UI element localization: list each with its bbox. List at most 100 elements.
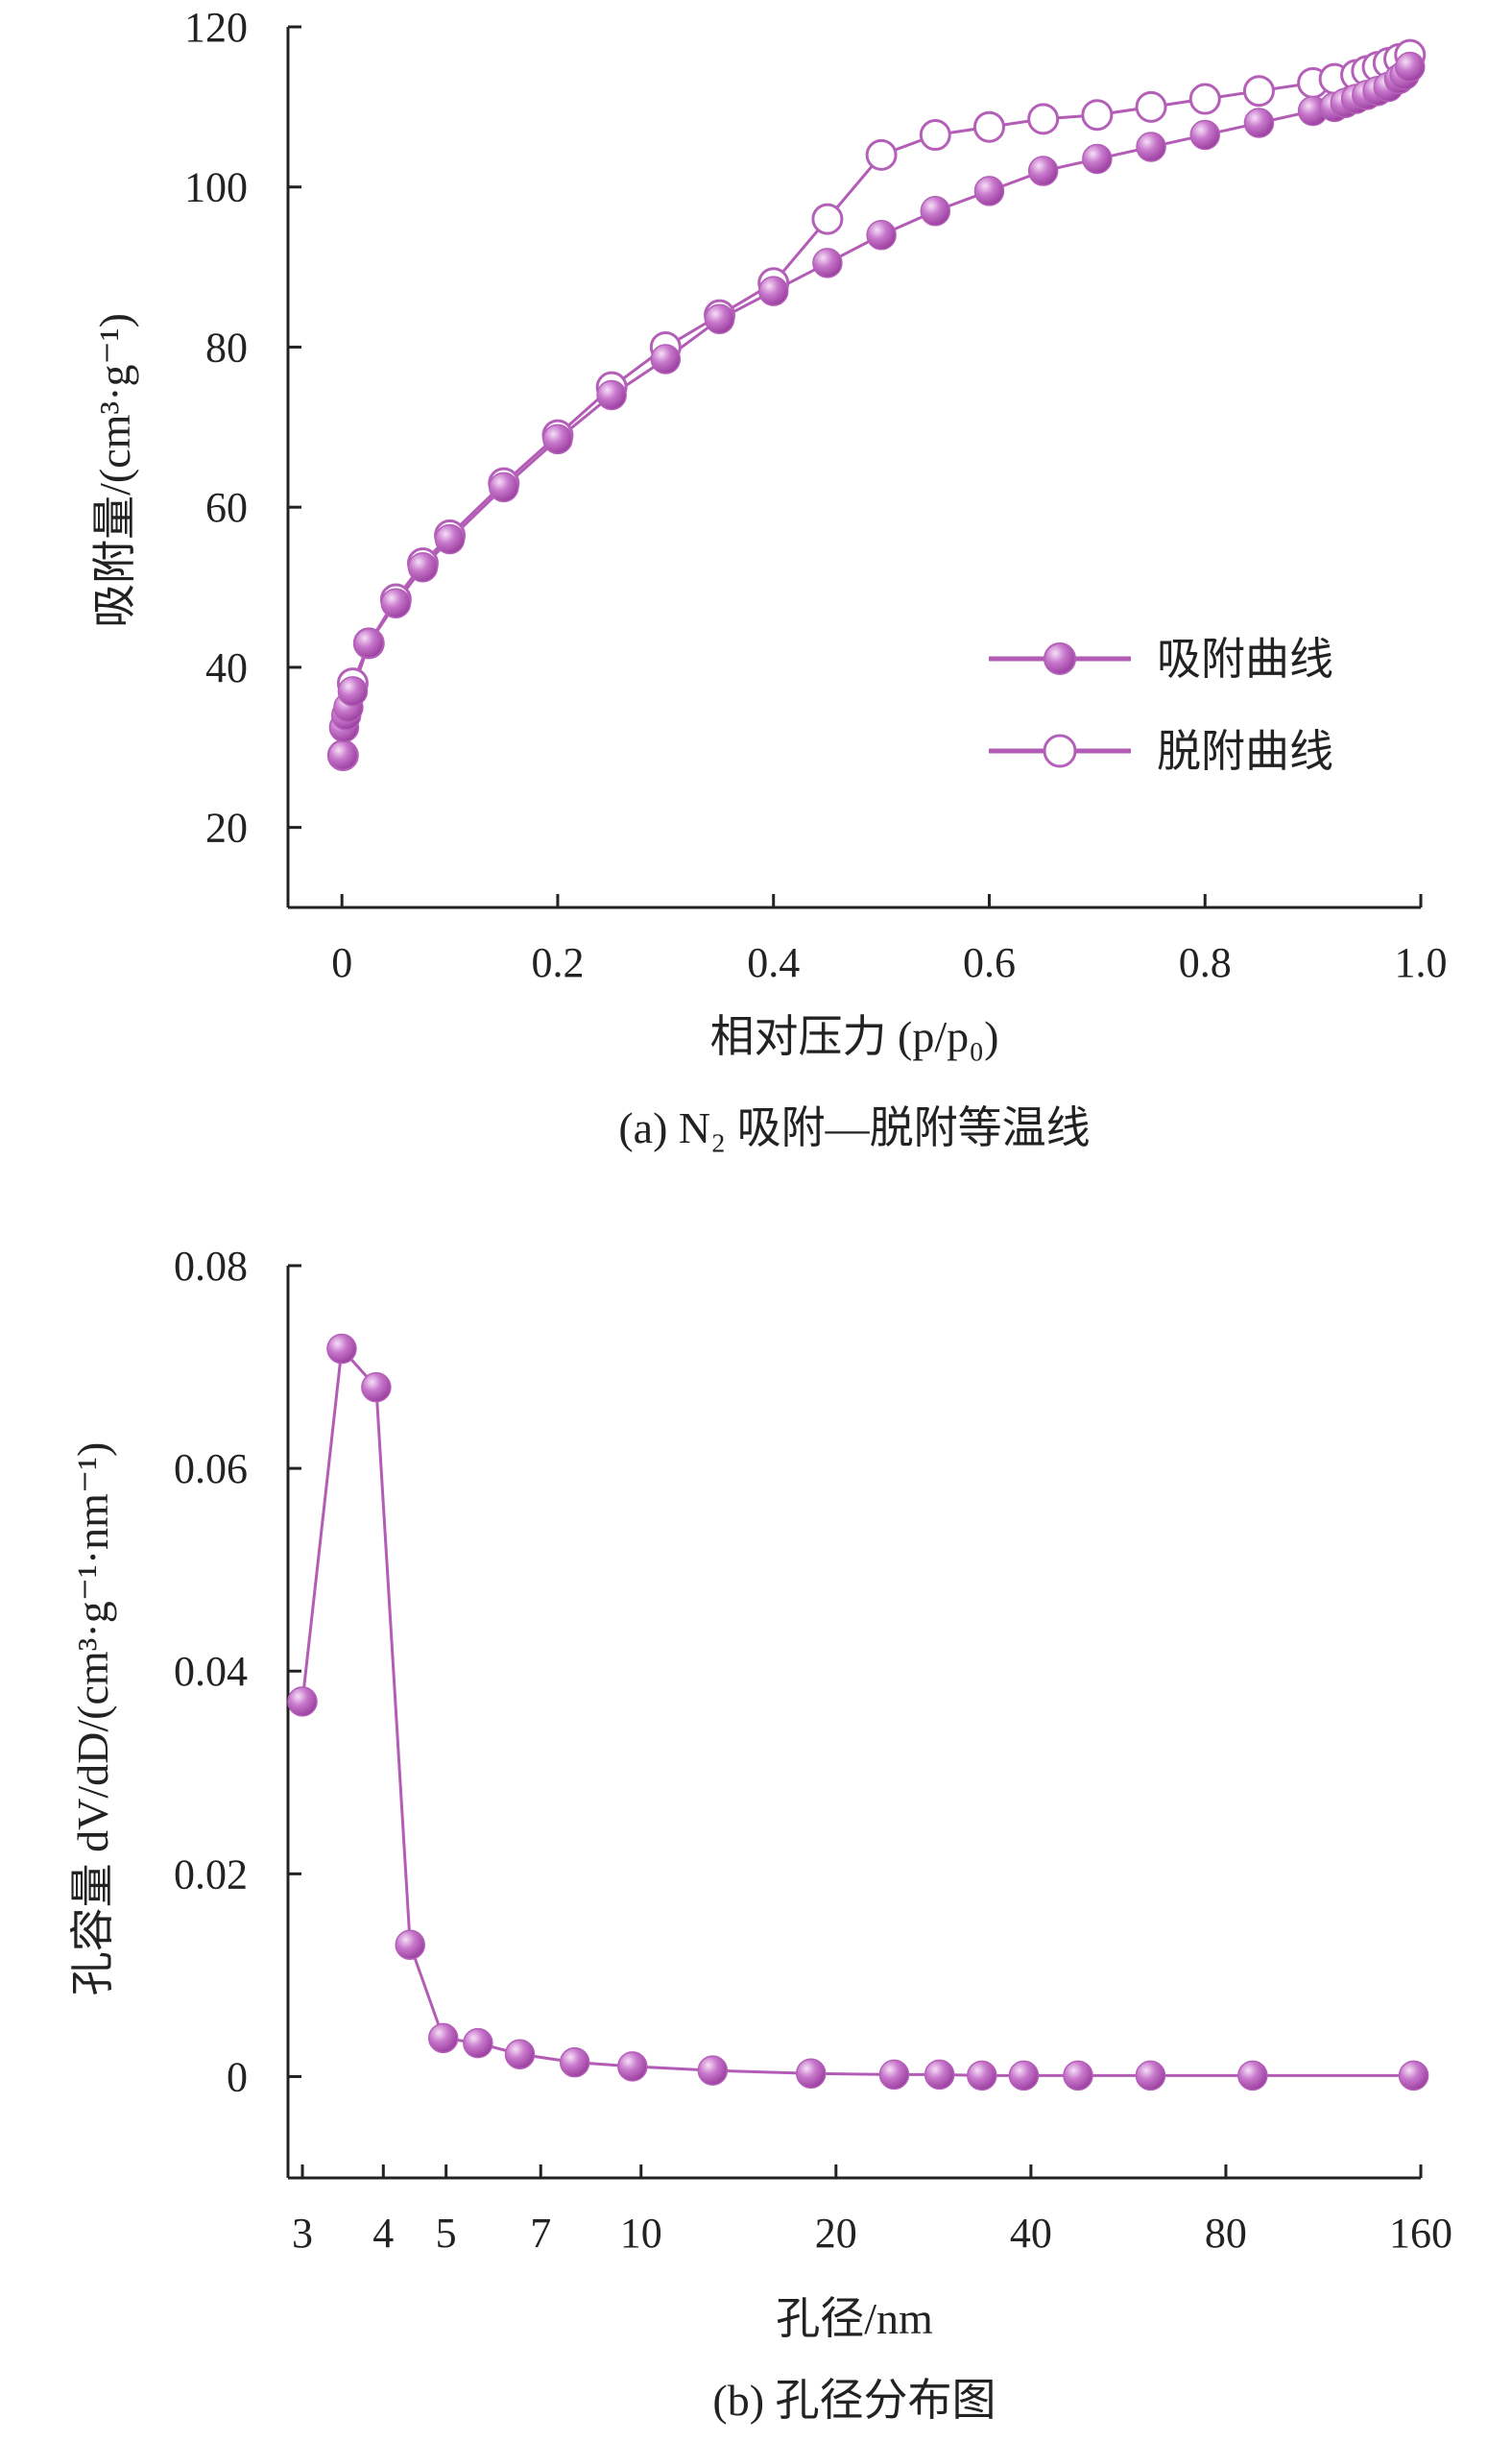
pore-size-xtick-label: 10 <box>620 2210 662 2257</box>
adsorption-point <box>1189 119 1220 151</box>
desorption-point <box>1242 75 1275 108</box>
pore-size-point <box>697 2055 729 2086</box>
pore-size-ytick-label: 0 <box>227 2053 248 2100</box>
isotherm-xtick-label: 1.0 <box>1395 939 1448 986</box>
pore-size-xtick-label: 7 <box>530 2210 551 2257</box>
desorption-point <box>1027 103 1060 135</box>
isotherm-x-axis-label: 相对压力 (p/p₀) <box>710 1012 999 1061</box>
isotherm-ytick-label: 100 <box>184 164 248 211</box>
isotherm-ytick-label: 80 <box>205 324 248 371</box>
desorption-point <box>1135 90 1167 123</box>
pore-size-series-lines <box>300 1345 1414 2077</box>
pore-size-point <box>361 1371 392 1403</box>
adsorption-point <box>1136 132 1166 162</box>
adsorption-point <box>434 523 466 555</box>
desorption-point <box>811 203 844 235</box>
pore-size-tick-labels: 3 4 5 7 10 20 40 80 160 0 0.02 0.04 0.06… <box>174 1243 1452 2257</box>
pore-size-y-axis-label: 孔容量 dV/dD/(cm³·g⁻¹·nm⁻¹) <box>68 1442 117 1996</box>
pore-size-curve <box>300 1345 1414 2077</box>
pore-size-point <box>924 2059 955 2091</box>
pore-size-point <box>395 1929 425 1960</box>
isotherm-xtick-label: 0 <box>331 939 352 986</box>
adsorption-point <box>757 276 789 306</box>
legend-adsorption-marker <box>1044 642 1076 675</box>
pore-size-point <box>463 2027 493 2059</box>
pore-size-xtick-label: 160 <box>1389 2210 1452 2257</box>
isotherm-ytick-label: 60 <box>205 484 248 531</box>
legend-desorption-marker <box>1043 734 1077 768</box>
pore-size-points <box>287 1333 1429 2091</box>
adsorption-point <box>353 628 385 659</box>
pore-size-ticks <box>288 1264 1423 2178</box>
isotherm-legend: 吸附曲线 脱附曲线 <box>989 635 1333 776</box>
adsorption-point <box>1243 108 1275 138</box>
isotherm-ytick-label: 20 <box>205 805 248 852</box>
pore-size-point <box>1008 2060 1040 2091</box>
adsorption-point <box>973 176 1005 206</box>
pore-size-caption: (b) 孔径分布图 <box>712 2376 996 2425</box>
pore-size-xtick-label: 20 <box>815 2210 857 2257</box>
isotherm-y-axis-label: 吸附量/(cm³·g⁻¹) <box>90 313 139 628</box>
pore-size-x-axis-label: 孔径/nm <box>776 2294 933 2343</box>
pore-size-ytick-label: 0.04 <box>174 1648 248 1695</box>
pore-size-axes <box>286 1266 1421 2180</box>
pore-size-xtick-label: 80 <box>1205 2210 1247 2257</box>
adsorption-point <box>489 471 519 503</box>
adsorption-point <box>327 739 359 771</box>
pore-size-point <box>1398 2060 1429 2091</box>
desorption-point <box>1188 83 1221 115</box>
desorption-point <box>972 110 1005 143</box>
pore-size-point <box>1237 2060 1268 2091</box>
pore-size-point <box>878 2059 910 2091</box>
pore-size-point <box>504 2039 536 2069</box>
isotherm-ticks <box>288 25 1423 907</box>
desorption-point <box>1081 99 1114 132</box>
pore-size-xtick-label: 3 <box>292 2210 313 2257</box>
pore-size-point <box>1063 2060 1093 2091</box>
adsorption-point <box>380 588 412 618</box>
adsorption-point <box>704 303 735 335</box>
isotherm-tick-labels: 0 0.2 0.4 0.6 0.8 1.0 20 40 60 80 100 12… <box>184 4 1448 986</box>
pore-size-ytick-label: 0.02 <box>174 1850 248 1898</box>
isotherm-xtick-label: 0.6 <box>963 939 1016 986</box>
adsorption-point <box>542 423 573 455</box>
pore-size-point <box>617 2051 648 2082</box>
adsorption-point <box>407 551 439 583</box>
pore-size-ytick-label: 0.08 <box>174 1243 248 1290</box>
isotherm-ytick-label: 120 <box>184 4 248 51</box>
adsorption-point <box>1027 156 1059 186</box>
pore-size-point <box>287 1686 318 1717</box>
legend-desorption-label: 脱附曲线 <box>1157 727 1333 776</box>
desorption-point <box>865 138 898 171</box>
pore-size-point <box>1135 2060 1166 2091</box>
adsorption-point <box>920 195 951 227</box>
pore-size-chart: 3 4 5 7 10 20 40 80 160 0 0.02 0.04 0.06… <box>68 1243 1452 2425</box>
adsorption-point <box>650 344 682 375</box>
pore-size-point <box>326 1333 357 1365</box>
adsorption-point <box>866 219 897 251</box>
desorption-point <box>919 119 951 152</box>
isotherm-xtick-label: 0.4 <box>747 939 800 986</box>
pore-size-point <box>967 2060 997 2091</box>
pore-size-xtick-label: 5 <box>436 2210 457 2257</box>
pore-size-xtick-label: 40 <box>1010 2210 1052 2257</box>
adsorption-point <box>1082 143 1113 175</box>
pore-size-point <box>559 2046 590 2078</box>
isotherm-chart: 0 0.2 0.4 0.6 0.8 1.0 20 40 60 80 100 12… <box>90 4 1448 1152</box>
isotherm-xtick-label: 0.8 <box>1179 939 1232 986</box>
isotherm-ytick-label: 40 <box>205 644 248 691</box>
pore-size-xtick-label: 4 <box>372 2210 394 2257</box>
legend-adsorption-label: 吸附曲线 <box>1157 635 1333 684</box>
isotherm-axes <box>286 27 1421 909</box>
adsorption-point <box>1395 51 1426 83</box>
isotherm-caption: (a) N₂ 吸附—脱附等温线 <box>618 1103 1090 1152</box>
adsorption-point <box>337 676 369 707</box>
isotherm-xtick-label: 0.2 <box>531 939 584 986</box>
adsorption-point <box>596 379 627 411</box>
pore-size-point <box>427 2022 459 2054</box>
adsorption-point <box>812 248 843 278</box>
pore-size-point <box>796 2058 827 2090</box>
isotherm-points <box>326 38 1427 772</box>
pore-size-ytick-label: 0.06 <box>174 1445 248 1492</box>
